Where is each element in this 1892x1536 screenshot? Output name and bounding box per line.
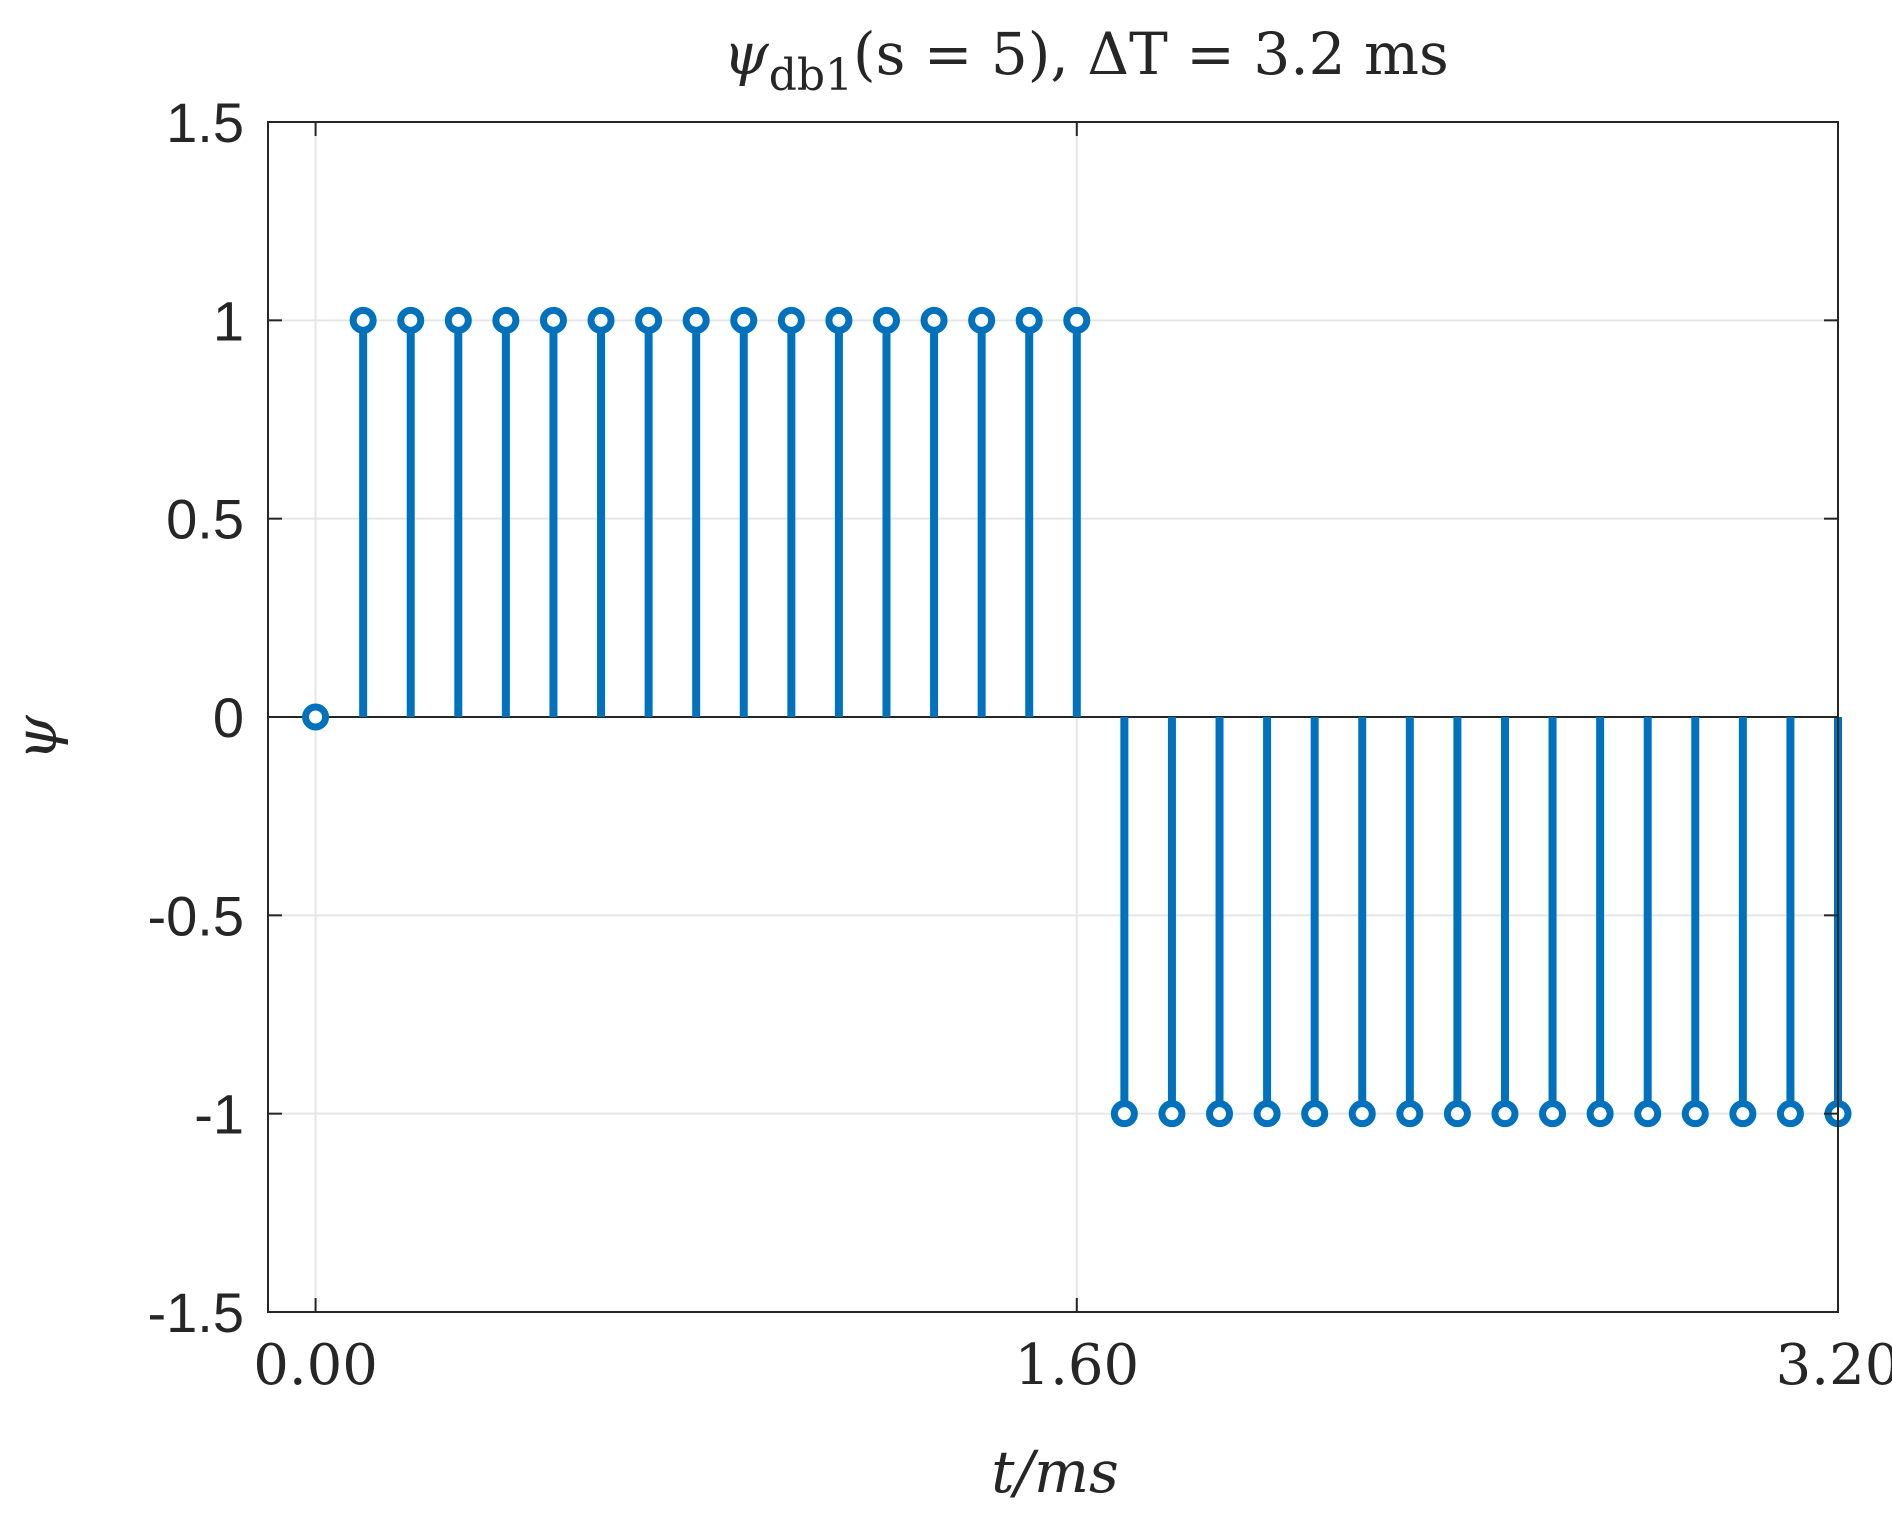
tick-labels: -1.5 -1 -0.5 0 0.5 1 1.5 0.00 1.60 3.20	[148, 91, 1892, 1398]
stem-marker	[1110, 1100, 1138, 1128]
title-main: ψ	[723, 20, 769, 88]
stem-marker	[444, 306, 472, 334]
stem-marker	[1301, 1100, 1329, 1128]
title-subscript: db1	[769, 50, 853, 101]
stem-marker	[635, 306, 663, 334]
stem-marker	[1015, 306, 1043, 334]
stem-marker	[1443, 1100, 1471, 1128]
stem-marker	[1539, 1100, 1567, 1128]
y-tick-label: 0	[213, 686, 244, 749]
plot-box	[267, 121, 1839, 1313]
y-axis-label: ψ	[2, 715, 70, 761]
y-tick-label: 1.5	[166, 91, 244, 154]
stem-marker	[302, 703, 330, 731]
y-tick-label: 1	[213, 289, 244, 352]
stem-marker	[682, 306, 710, 334]
stem-marker	[539, 306, 567, 334]
stem-marker	[1253, 1100, 1281, 1128]
y-tick-label: 0.5	[166, 488, 244, 551]
stem-marker	[872, 306, 900, 334]
stem-marker	[1348, 1100, 1376, 1128]
stem-marker	[1634, 1100, 1662, 1128]
stem-marker	[1586, 1100, 1614, 1128]
stem-marker	[1396, 1100, 1424, 1128]
stem-marker	[1776, 1100, 1804, 1128]
stem-marker	[587, 306, 615, 334]
stem-marker	[1729, 1100, 1757, 1128]
title-rest: (s = 5), ΔT = 3.2 ms	[853, 20, 1449, 88]
stem-marker	[1063, 306, 1091, 334]
x-tick-label: 0.00	[253, 1333, 378, 1398]
stem-marker	[397, 306, 425, 334]
stem-marker	[825, 306, 853, 334]
chart-title: ψdb1(s = 5), ΔT = 3.2 ms	[723, 20, 1449, 101]
x-axis-label: t/ms	[991, 1438, 1119, 1506]
stem-marker	[968, 306, 996, 334]
stem-marker	[1206, 1100, 1234, 1128]
stem-marker	[492, 306, 520, 334]
y-tick-label: -1.5	[148, 1281, 245, 1344]
stem-marker	[777, 306, 805, 334]
stem-marker	[730, 306, 758, 334]
stem-marker	[349, 306, 377, 334]
stem-marker	[1158, 1100, 1186, 1128]
stem-marker	[1491, 1100, 1519, 1128]
y-tick-label: -1	[194, 1083, 244, 1146]
x-tick-label: 3.20	[1776, 1333, 1892, 1398]
stem-marker	[1681, 1100, 1709, 1128]
x-tick-label: 1.60	[1014, 1333, 1139, 1398]
y-tick-label: -0.5	[148, 884, 245, 947]
stem-marker	[920, 306, 948, 334]
